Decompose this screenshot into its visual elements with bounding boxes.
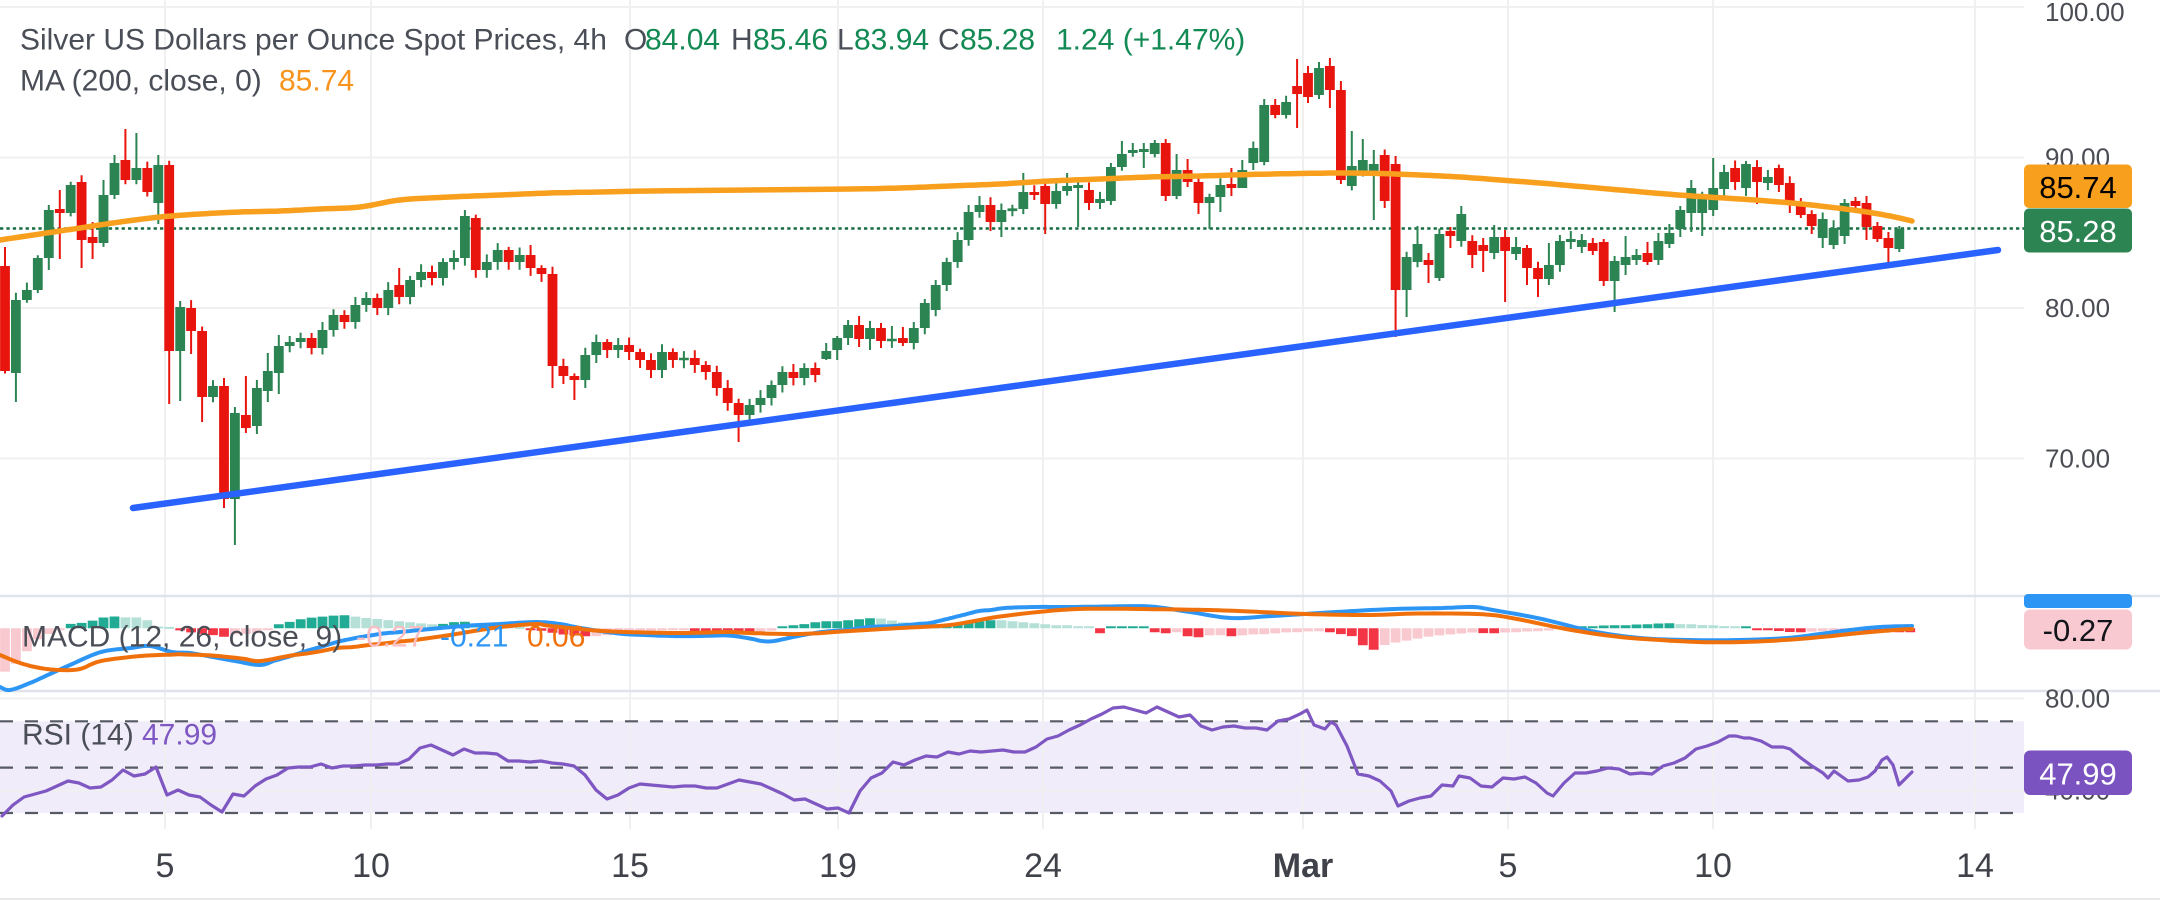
svg-text:83.94: 83.94 [854, 24, 929, 57]
svg-text:MACD (12, 26, close, 9): MACD (12, 26, close, 9) [22, 621, 342, 654]
svg-text:47.99: 47.99 [2039, 756, 2117, 791]
svg-text:19: 19 [819, 847, 857, 885]
svg-text:10: 10 [352, 847, 390, 885]
svg-text:85.46: 85.46 [753, 24, 828, 57]
svg-text:24: 24 [1024, 847, 1062, 885]
svg-text:100.00: 100.00 [2045, 0, 2125, 27]
svg-text:-0.27: -0.27 [2043, 613, 2114, 648]
svg-text:0.06: 0.06 [527, 621, 585, 654]
svg-text:70.00: 70.00 [2045, 444, 2110, 474]
svg-text:5: 5 [1499, 847, 1518, 885]
svg-text:MA (200, close, 0): MA (200, close, 0) [20, 65, 262, 98]
svg-text:O: O [624, 24, 647, 57]
svg-text:47.99: 47.99 [142, 719, 217, 752]
svg-text:80.00: 80.00 [2045, 293, 2110, 323]
svg-text:H: H [731, 24, 753, 57]
svg-text:14: 14 [1956, 847, 1994, 885]
svg-text:5: 5 [156, 847, 175, 885]
svg-text:C: C [938, 24, 960, 57]
svg-text:85.28: 85.28 [2039, 214, 2117, 249]
svg-text:-0.27: -0.27 [356, 621, 424, 654]
svg-text:10: 10 [1694, 847, 1732, 885]
svg-text:85.28: 85.28 [960, 24, 1035, 57]
svg-text:80.00: 80.00 [2045, 683, 2110, 713]
svg-text:85.74: 85.74 [279, 65, 354, 98]
svg-text:1.24 (+1.47%): 1.24 (+1.47%) [1056, 24, 1245, 57]
svg-text:Mar: Mar [1273, 847, 1333, 885]
svg-text:Silver US Dollars per Ounce Sp: Silver US Dollars per Ounce Spot Prices,… [20, 24, 607, 57]
svg-text:L: L [837, 24, 854, 57]
svg-text:-0.21: -0.21 [440, 621, 508, 654]
svg-text:15: 15 [611, 847, 649, 885]
svg-text:RSI (14): RSI (14) [22, 719, 134, 752]
svg-text:85.74: 85.74 [2039, 170, 2117, 205]
svg-text:84.04: 84.04 [645, 24, 720, 57]
